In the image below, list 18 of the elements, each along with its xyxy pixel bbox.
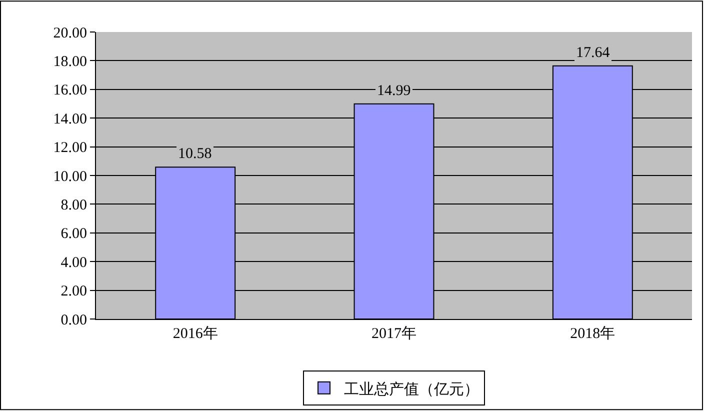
- x-tick-label: 2018年: [570, 325, 616, 342]
- x-tick-label: 2016年: [172, 325, 218, 342]
- y-tick-label: 18.00: [53, 54, 87, 70]
- y-tick-label: 20.00: [53, 25, 87, 42]
- y-tick-label: 8.00: [60, 197, 87, 214]
- y-tick-label: 2.00: [60, 284, 87, 300]
- legend-label: 工业总产值（亿元）: [344, 380, 479, 398]
- x-tick-label: 2017年: [372, 325, 416, 342]
- y-tick-label: 4.00: [60, 254, 87, 271]
- y-tick-label: 10.00: [53, 168, 87, 185]
- y-tick-label: 14.00: [53, 111, 87, 128]
- data-label: 10.58: [178, 146, 212, 162]
- y-tick-label: 0.00: [60, 312, 87, 328]
- y-tick-label: 12.00: [53, 140, 87, 156]
- data-label: 14.99: [377, 83, 411, 99]
- y-tick-label: 6.00: [60, 226, 87, 242]
- y-tick-label: 16.00: [53, 82, 87, 99]
- data-label: 17.64: [576, 45, 610, 61]
